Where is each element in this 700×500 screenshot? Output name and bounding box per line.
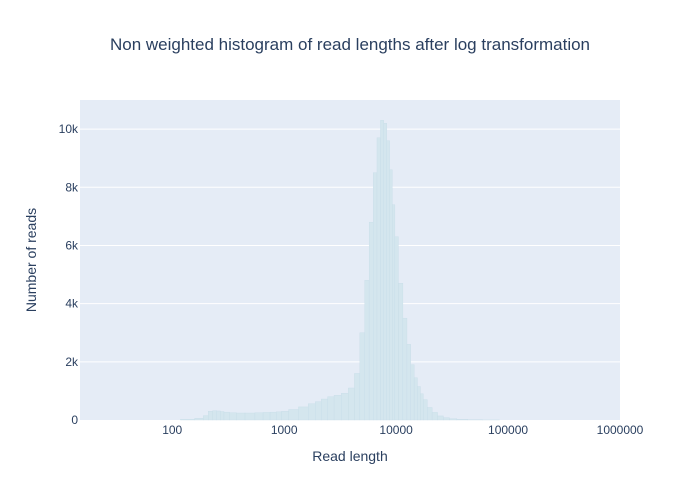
plot-area	[80, 100, 620, 420]
grid-lines	[80, 128, 620, 363]
histogram-bar	[431, 412, 438, 421]
histogram-bar	[364, 280, 370, 421]
histogram-bar	[341, 393, 349, 421]
histogram-bar	[244, 412, 256, 421]
histogram-bars	[180, 120, 500, 421]
histogram-bar	[389, 169, 393, 421]
y-tick-label: 10k	[59, 122, 79, 136]
x-axis-title: Read length	[312, 448, 388, 464]
histogram-bar	[315, 401, 322, 421]
histogram-bar	[420, 393, 424, 421]
histogram-bar	[368, 221, 374, 421]
histogram-bar	[288, 409, 299, 421]
histogram-bar	[216, 410, 221, 421]
x-axis-ticks: 100 1000 10000 100000 1000000	[162, 423, 643, 437]
histogram-bar	[427, 407, 433, 421]
histogram-bar	[220, 411, 225, 421]
histogram-bar	[333, 395, 342, 421]
histogram-bar	[359, 332, 365, 421]
y-tick-label: 6k	[65, 238, 79, 252]
histogram-bar	[194, 418, 204, 421]
histogram-bar	[327, 396, 335, 421]
histogram-bar	[269, 411, 277, 421]
histogram-bar	[229, 412, 237, 421]
histogram-bar	[298, 406, 309, 421]
histogram-bar	[223, 411, 230, 421]
histogram-bar	[449, 418, 458, 421]
histogram-bar	[354, 373, 361, 421]
histogram-bar	[208, 411, 213, 421]
x-tick-label: 1000000	[597, 423, 644, 437]
histogram-bar	[443, 417, 450, 421]
x-tick-label: 100	[162, 423, 182, 437]
y-tick-label: 0	[71, 413, 78, 427]
y-tick-label: 4k	[65, 297, 79, 311]
histogram-bar	[321, 398, 328, 421]
histogram-bar	[180, 419, 195, 421]
chart-title: Non weighted histogram of read lengths a…	[110, 35, 590, 54]
histogram-bar	[383, 123, 387, 421]
histogram-bar	[406, 344, 411, 421]
histogram-bar	[394, 236, 399, 421]
histogram-bar	[417, 386, 421, 421]
histogram-bar	[410, 364, 415, 421]
histogram-bar	[437, 415, 444, 421]
histogram-bar	[456, 419, 468, 421]
histogram-bar	[386, 140, 390, 421]
histogram-bar	[398, 283, 404, 421]
y-axis-title: Number of reads	[23, 208, 39, 312]
histogram-bar	[281, 411, 289, 421]
histogram-bar	[212, 410, 217, 421]
histogram-bar	[203, 415, 209, 421]
y-axis-ticks: 0 2k 4k 6k 8k 10k	[59, 122, 79, 427]
histogram-bar	[402, 317, 408, 421]
histogram-bar	[423, 399, 428, 421]
histogram-bar	[254, 412, 264, 421]
y-tick-label: 8k	[65, 180, 79, 194]
histogram-bar	[376, 137, 381, 421]
histogram-bar	[380, 120, 384, 421]
histogram-bar	[373, 172, 378, 421]
histogram-bar	[262, 412, 271, 421]
histogram-bar	[348, 387, 355, 421]
x-tick-label: 1000	[271, 423, 298, 437]
histogram-bar	[392, 204, 396, 421]
histogram-bar	[275, 411, 282, 421]
histogram-bar	[308, 403, 316, 421]
y-tick-label: 2k	[65, 355, 79, 369]
x-tick-label: 100000	[488, 423, 528, 437]
histogram-bar	[236, 412, 246, 421]
x-tick-label: 10000	[379, 423, 413, 437]
histogram-bar	[413, 377, 418, 421]
